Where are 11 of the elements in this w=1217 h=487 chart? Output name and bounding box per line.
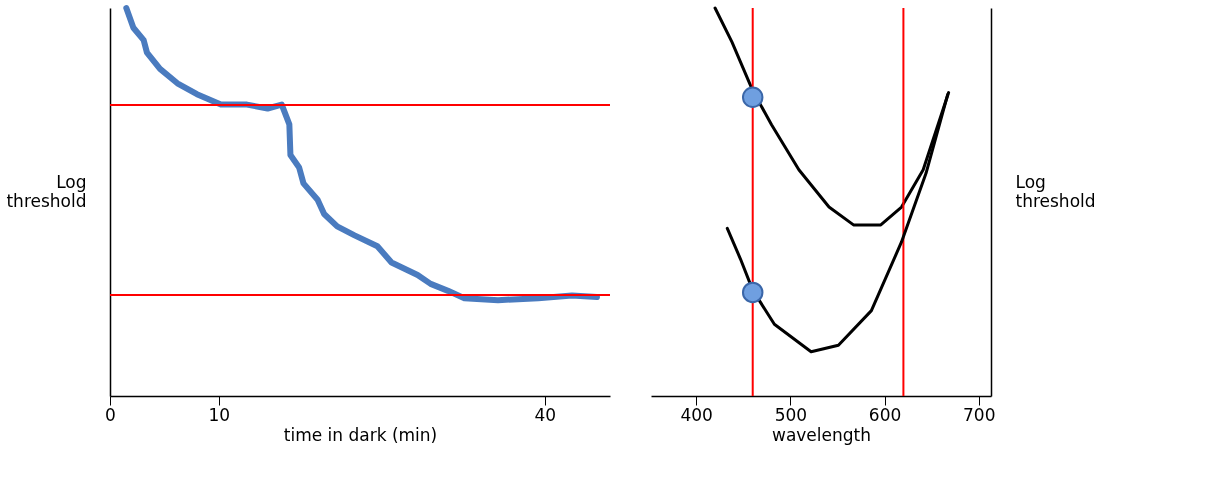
x-tick-label: 700 <box>963 404 996 425</box>
x-tick-label: 400 <box>680 404 713 425</box>
y-axis-title: Log threshold <box>6 172 87 212</box>
x-tick-label: 600 <box>868 404 902 425</box>
x-tick-label: 10 <box>208 404 231 425</box>
x-tick-label: 0 <box>105 404 116 425</box>
y2-axis-title: Log threshold <box>1015 172 1096 212</box>
x-tick-label: 40 <box>534 404 557 425</box>
x-tick-label: 500 <box>774 404 808 425</box>
x-axis-title: time in dark (min) <box>283 424 438 445</box>
x-axis-title: wavelength <box>771 424 872 445</box>
